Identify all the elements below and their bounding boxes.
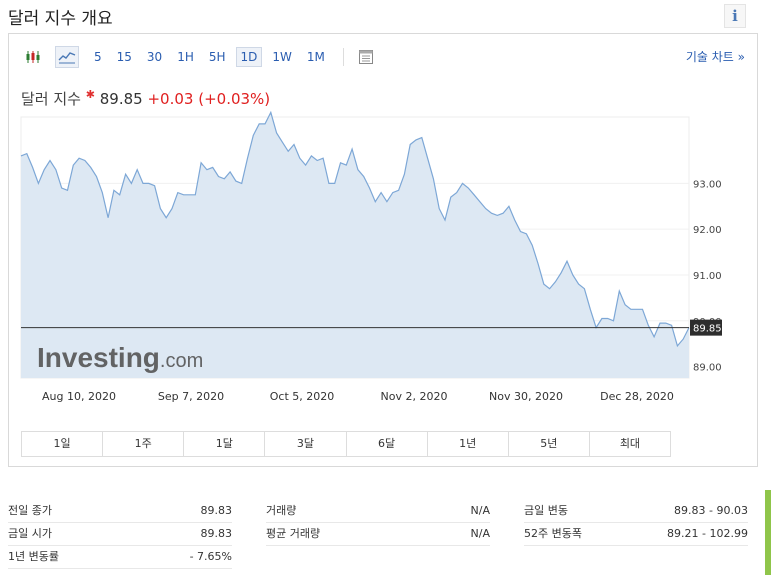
calendar-icon[interactable] bbox=[354, 46, 378, 68]
page-title: 달러 지수 개요 bbox=[8, 9, 113, 29]
stat-value: 89.83 - 90.03 bbox=[674, 504, 748, 517]
price-change-percent: (+0.03%) bbox=[198, 90, 271, 108]
current-price-label: 89.85 bbox=[693, 324, 722, 335]
line-chart-icon[interactable] bbox=[55, 46, 79, 68]
stat-value: - 7.65% bbox=[189, 550, 232, 563]
x-tick-label: Nov 2, 2020 bbox=[381, 390, 448, 403]
y-tick-label: 89.00 bbox=[693, 363, 722, 374]
y-tick-label: 91.00 bbox=[693, 271, 722, 282]
candlestick-icon[interactable] bbox=[21, 46, 45, 68]
technical-chart-link[interactable]: 기술 차트 » bbox=[685, 50, 745, 64]
range-3m[interactable]: 3달 bbox=[265, 432, 347, 456]
quote-line: 달러 지수 ✱ 89.85 +0.03 (+0.03%) bbox=[21, 88, 270, 109]
x-tick-label: Sep 7, 2020 bbox=[158, 390, 224, 403]
stat-label: 금일 변동 bbox=[524, 504, 568, 517]
investing-watermark: Investing.com bbox=[37, 342, 203, 373]
stat-label: 금일 시가 bbox=[8, 527, 52, 540]
timeframe-1d[interactable]: 1D bbox=[235, 47, 263, 67]
timeframe-1h[interactable]: 1H bbox=[177, 50, 194, 64]
stat-52w-range: 52주 변동폭 89.21 - 102.99 bbox=[524, 523, 748, 546]
stat-volume: 거래량 N/A bbox=[266, 500, 490, 523]
timeframe-15[interactable]: 15 bbox=[116, 50, 132, 64]
timeframe-30[interactable]: 30 bbox=[146, 50, 163, 64]
watermark-suffix: .com bbox=[160, 350, 203, 372]
stat-1y-change: 1년 변동률 - 7.65% bbox=[8, 546, 232, 569]
y-tick-label: 93.00 bbox=[693, 179, 722, 190]
timeframe-5h[interactable]: 5H bbox=[208, 50, 226, 64]
instrument-name: 달러 지수 bbox=[21, 90, 81, 108]
range-1w[interactable]: 1주 bbox=[103, 432, 185, 456]
range-5y[interactable]: 5년 bbox=[509, 432, 590, 456]
stat-label: 평균 거래량 bbox=[266, 527, 321, 540]
stat-label: 전일 종가 bbox=[8, 504, 52, 517]
stat-label: 거래량 bbox=[266, 504, 297, 517]
stat-open: 금일 시가 89.83 bbox=[8, 523, 232, 546]
current-price-badge bbox=[690, 319, 722, 336]
x-tick-label: Nov 30, 2020 bbox=[489, 390, 563, 403]
area-fill bbox=[21, 112, 689, 379]
stat-value: N/A bbox=[470, 504, 490, 517]
stat-label: 52주 변동폭 bbox=[524, 527, 582, 540]
price-change: +0.03 bbox=[147, 90, 194, 108]
chart-toolbar: 5 15 30 1H 5H 1D 1W 1M bbox=[21, 45, 388, 69]
x-tick-label: Aug 10, 2020 bbox=[42, 390, 116, 403]
stat-value: 89.21 - 102.99 bbox=[667, 527, 748, 540]
stat-prev-close: 전일 종가 89.83 bbox=[8, 500, 232, 523]
toolbar-divider bbox=[342, 48, 344, 66]
info-icon[interactable]: i bbox=[724, 4, 746, 28]
x-tick-label: Dec 28, 2020 bbox=[600, 390, 674, 403]
watermark-brand: Investing bbox=[37, 342, 160, 373]
realtime-star-icon: ✱ bbox=[85, 88, 95, 101]
timeframe-1m[interactable]: 1M bbox=[306, 50, 325, 64]
stat-avg-volume: 평균 거래량 N/A bbox=[266, 523, 490, 546]
stat-value: 89.83 bbox=[200, 504, 233, 517]
price-line bbox=[20, 110, 690, 348]
stat-value: N/A bbox=[470, 527, 490, 540]
price-chart[interactable]: Investing.com89.0090.0091.0092.0093.0089… bbox=[9, 34, 757, 466]
range-1d[interactable]: 1일 bbox=[22, 432, 104, 456]
timeframe-5[interactable]: 5 bbox=[94, 50, 102, 64]
stat-value: 89.83 bbox=[200, 527, 233, 540]
stat-day-range: 금일 변동 89.83 - 90.03 bbox=[524, 500, 748, 523]
y-tick-label: 92.00 bbox=[693, 225, 722, 236]
range-1m[interactable]: 1달 bbox=[184, 432, 266, 456]
timeframe-1w[interactable]: 1W bbox=[272, 50, 292, 64]
range-selector: 1일 1주 1달 3달 6달 1년 5년 최대 bbox=[21, 431, 671, 457]
stat-label: 1년 변동률 bbox=[8, 550, 59, 563]
chart-panel: 5 15 30 1H 5H 1D 1W 1M 기술 차트 » 달러 지수 ✱ 8… bbox=[8, 33, 758, 467]
x-tick-label: Oct 5, 2020 bbox=[270, 390, 335, 403]
range-1y[interactable]: 1년 bbox=[428, 432, 509, 456]
range-max[interactable]: 최대 bbox=[619, 437, 641, 450]
last-price: 89.85 bbox=[99, 90, 143, 108]
side-accent-bar bbox=[765, 490, 771, 575]
range-6m[interactable]: 6달 bbox=[347, 432, 428, 456]
